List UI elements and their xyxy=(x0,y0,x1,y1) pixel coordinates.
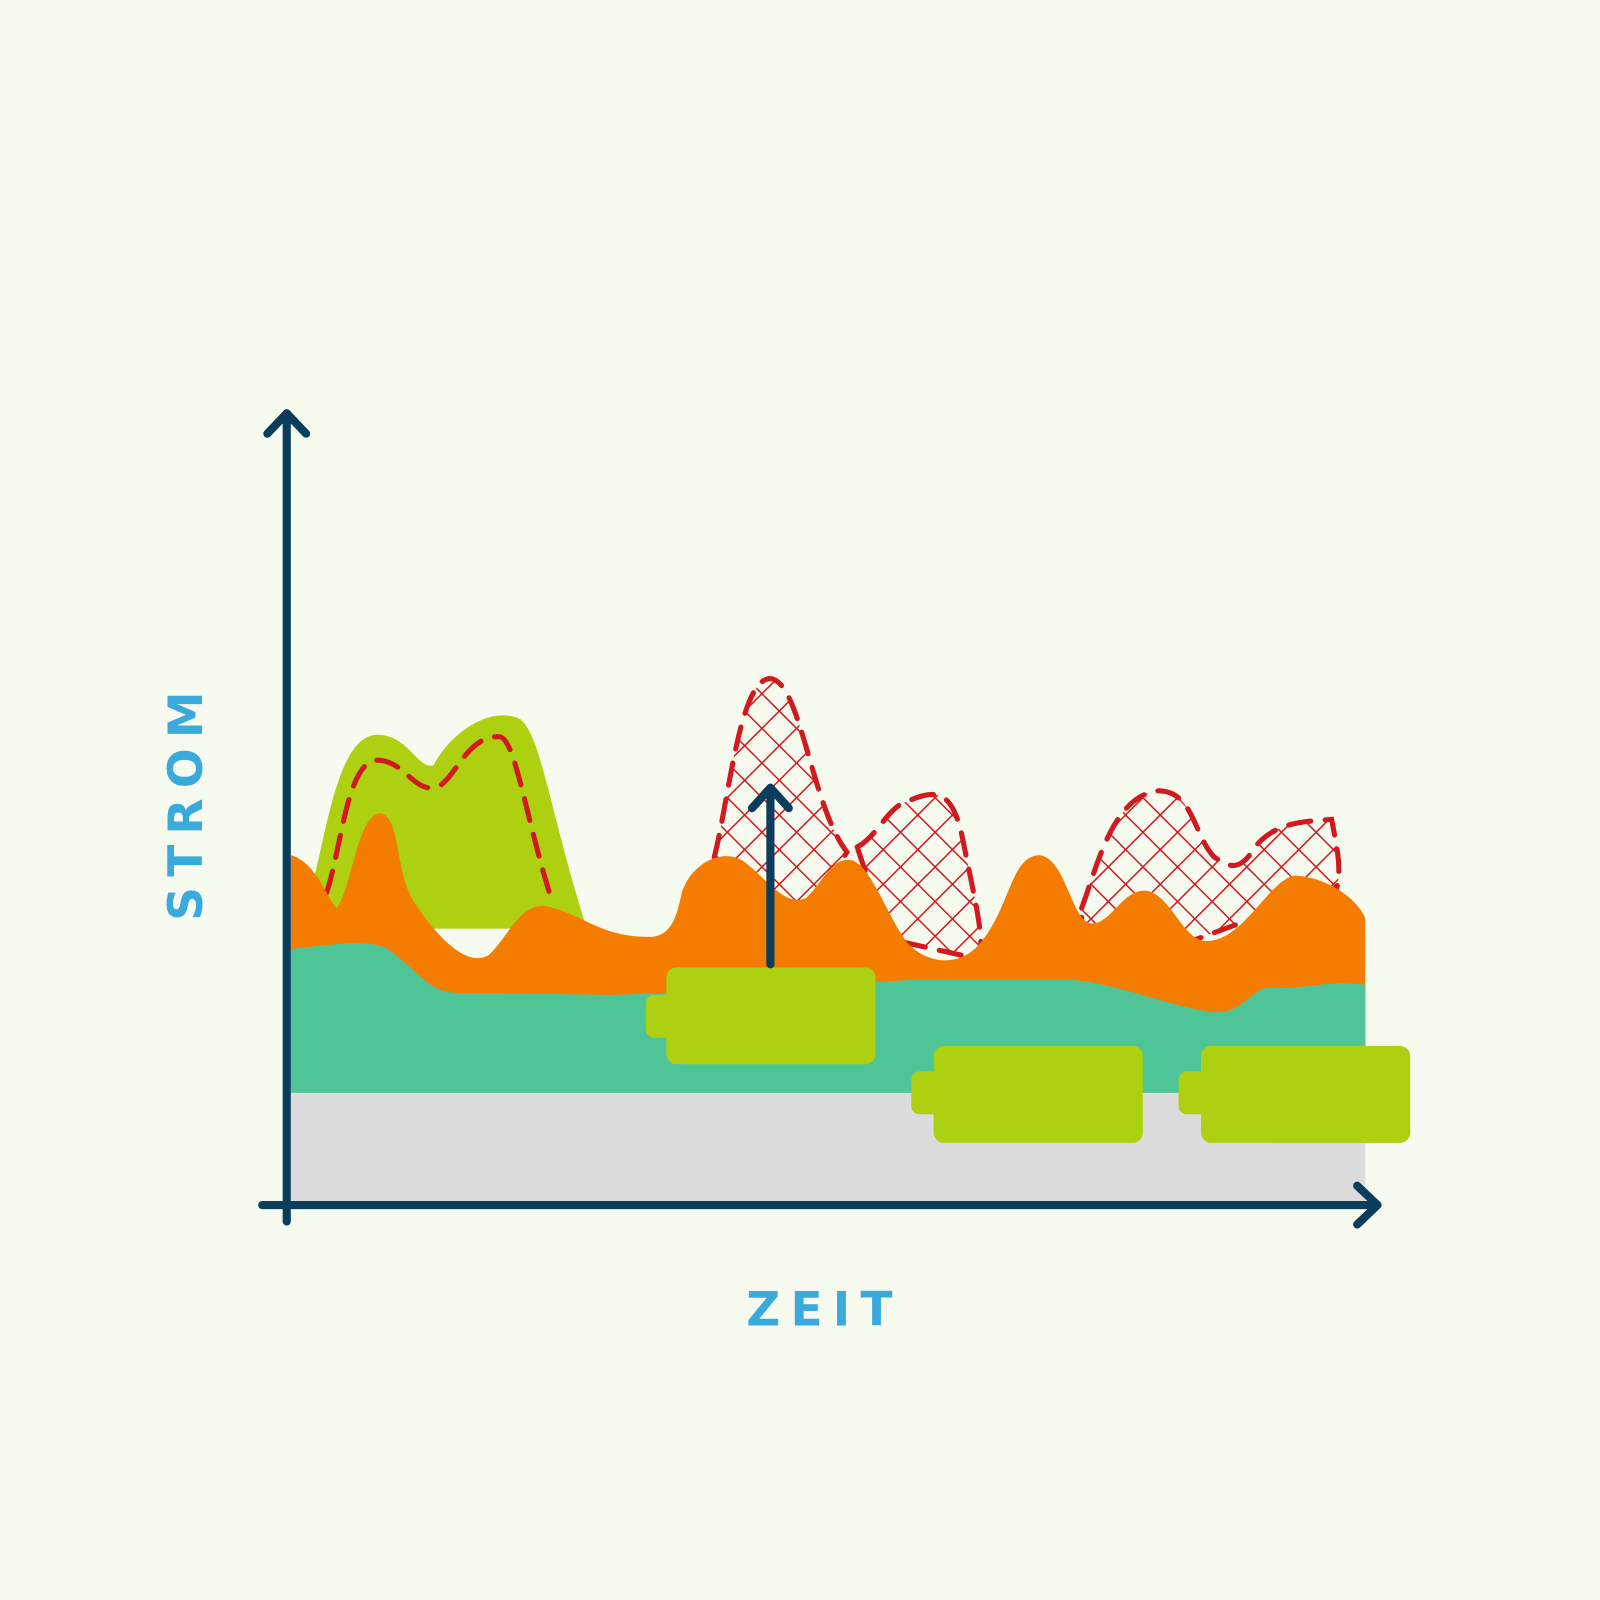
axes xyxy=(258,409,1382,1229)
charge-arrow xyxy=(747,783,793,969)
x-axis-label: ZEIT xyxy=(746,1283,902,1338)
y-axis-label: STROM xyxy=(159,681,214,921)
green-dashed-line xyxy=(323,734,554,901)
batteries xyxy=(645,967,1411,1143)
